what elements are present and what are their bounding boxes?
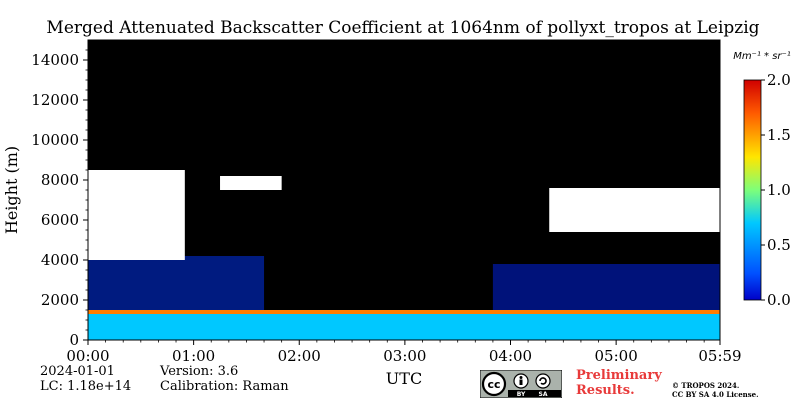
y-tick-label: 0: [69, 331, 79, 349]
version-label: Version: 3.6: [160, 364, 239, 379]
y-axis-label: Height (m): [2, 146, 21, 234]
svg-text:cc: cc: [487, 378, 500, 391]
calibration-label: Calibration: Raman: [160, 379, 289, 394]
chart-title: Merged Attenuated Backscatter Coefficien…: [46, 18, 759, 38]
heatmap-layer: [88, 314, 720, 340]
x-tick-label: 04:00: [489, 347, 532, 365]
heatmap-layer: [88, 256, 265, 310]
lidar-constant-label: LC: 1.18e+14: [40, 379, 132, 394]
y-tick-label: 2000: [41, 291, 79, 309]
heatmap-layer: [88, 170, 185, 260]
copyright-notice: © TROPOS 2024. CC BY SA 4.0 License.: [672, 381, 759, 399]
colorbar-gradient: [743, 79, 762, 301]
copyright-line-2: CC BY SA 4.0 License.: [672, 390, 759, 399]
cc-by-sa-icon: cc BY SA: [480, 370, 562, 398]
colorbar-tick-label: 0.0: [767, 291, 791, 309]
x-axis: 00:00 01:00 02:00 03:00 04:00 05:00 05:59: [66, 340, 742, 365]
y-tick-label: 8000: [41, 171, 79, 189]
x-tick-label: 01:00: [172, 347, 215, 365]
license-by-label: BY: [517, 391, 526, 398]
preliminary-results-label: Preliminary Results.: [576, 368, 662, 398]
preliminary-line-1: Preliminary: [576, 368, 662, 383]
x-tick-label: 00:00: [66, 347, 109, 365]
y-tick-label: 12000: [31, 91, 79, 109]
colorbar: Mm⁻¹ * sr⁻¹ 0.0 0.5 1.0 1.5 2.0: [733, 51, 791, 309]
x-tick-label: 05:00: [595, 347, 638, 365]
date-label: 2024-01-01: [40, 364, 115, 379]
x-axis-label: UTC: [386, 369, 422, 388]
license-sa-label: SA: [539, 391, 548, 398]
y-tick-label: 6000: [41, 211, 79, 229]
x-tick-label: 02:00: [278, 347, 321, 365]
heatmap-layer: [220, 176, 282, 190]
heatmap-layer: [492, 264, 720, 310]
heatmap-layer: [549, 188, 720, 232]
preliminary-line-2: Results.: [576, 383, 635, 398]
y-axis: 0 2000 4000 6000 8000 10000 12000 14000: [31, 49, 88, 349]
colorbar-tick-label: 2.0: [767, 71, 791, 89]
copyright-line-1: © TROPOS 2024.: [672, 381, 740, 390]
x-tick-label: 05:59: [698, 347, 741, 365]
heatmap-layer: [88, 310, 720, 314]
colorbar-ticks: 0.0 0.5 1.0 1.5 2.0: [761, 71, 791, 309]
colorbar-unit-label: Mm⁻¹ * sr⁻¹: [733, 51, 791, 62]
y-tick-label: 10000: [31, 131, 79, 149]
plot-area: [87, 39, 721, 341]
x-tick-label: 03:00: [383, 347, 426, 365]
y-tick-label: 14000: [31, 51, 79, 69]
colorbar-tick-label: 1.0: [767, 181, 791, 199]
heatmap-cells: [88, 170, 720, 340]
colorbar-tick-label: 1.5: [767, 126, 791, 144]
colorbar-tick-label: 0.5: [767, 236, 791, 254]
y-tick-label: 4000: [41, 251, 79, 269]
